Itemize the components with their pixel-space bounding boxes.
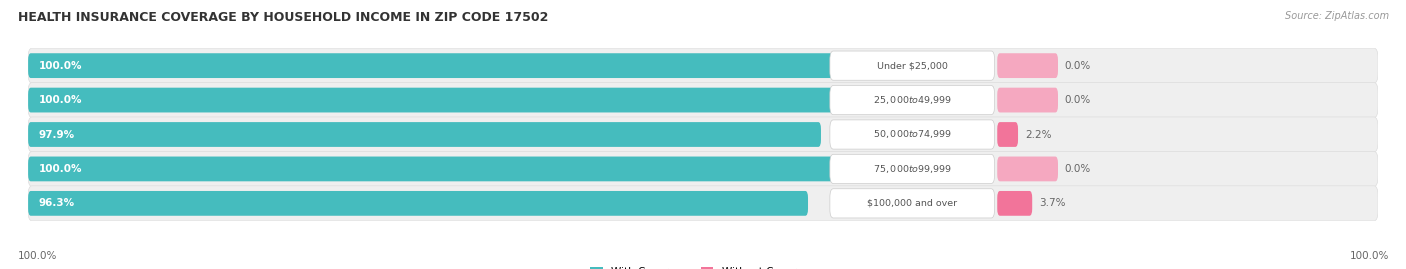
FancyBboxPatch shape — [830, 51, 994, 80]
FancyBboxPatch shape — [28, 151, 1378, 186]
FancyBboxPatch shape — [830, 120, 994, 149]
Text: 100.0%: 100.0% — [39, 164, 83, 174]
Text: 100.0%: 100.0% — [18, 251, 58, 261]
Text: $100,000 and over: $100,000 and over — [868, 199, 957, 208]
Text: 100.0%: 100.0% — [1350, 251, 1389, 261]
FancyBboxPatch shape — [28, 117, 1378, 152]
Text: $25,000 to $49,999: $25,000 to $49,999 — [873, 94, 952, 106]
FancyBboxPatch shape — [830, 189, 994, 218]
FancyBboxPatch shape — [28, 157, 838, 181]
FancyBboxPatch shape — [28, 48, 1378, 83]
Text: 100.0%: 100.0% — [39, 61, 83, 71]
FancyBboxPatch shape — [28, 83, 1378, 118]
Text: 0.0%: 0.0% — [1064, 61, 1091, 71]
Text: $75,000 to $99,999: $75,000 to $99,999 — [873, 163, 952, 175]
Text: Source: ZipAtlas.com: Source: ZipAtlas.com — [1285, 11, 1389, 21]
FancyBboxPatch shape — [997, 122, 1018, 147]
FancyBboxPatch shape — [28, 186, 1378, 221]
Text: 97.9%: 97.9% — [39, 129, 75, 140]
FancyBboxPatch shape — [997, 88, 1057, 112]
Text: 2.2%: 2.2% — [1025, 129, 1052, 140]
Text: 3.7%: 3.7% — [1039, 198, 1066, 208]
FancyBboxPatch shape — [997, 157, 1057, 181]
Text: 100.0%: 100.0% — [39, 95, 83, 105]
FancyBboxPatch shape — [830, 86, 994, 115]
FancyBboxPatch shape — [997, 53, 1057, 78]
FancyBboxPatch shape — [830, 154, 994, 183]
FancyBboxPatch shape — [28, 191, 808, 216]
FancyBboxPatch shape — [28, 122, 821, 147]
FancyBboxPatch shape — [997, 191, 1032, 216]
FancyBboxPatch shape — [28, 53, 838, 78]
Text: $50,000 to $74,999: $50,000 to $74,999 — [873, 129, 952, 140]
Legend: With Coverage, Without Coverage: With Coverage, Without Coverage — [586, 263, 820, 269]
Text: 0.0%: 0.0% — [1064, 164, 1091, 174]
FancyBboxPatch shape — [28, 88, 838, 112]
Text: HEALTH INSURANCE COVERAGE BY HOUSEHOLD INCOME IN ZIP CODE 17502: HEALTH INSURANCE COVERAGE BY HOUSEHOLD I… — [18, 11, 548, 24]
Text: Under $25,000: Under $25,000 — [877, 61, 948, 70]
Text: 96.3%: 96.3% — [39, 198, 75, 208]
Text: 0.0%: 0.0% — [1064, 95, 1091, 105]
